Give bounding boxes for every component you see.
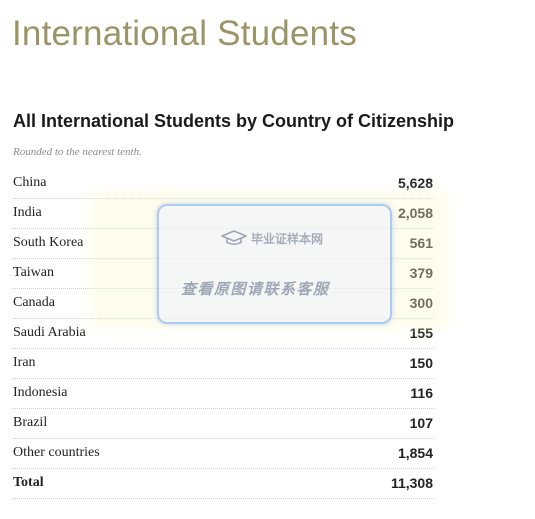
- watermark-overlay: 毕业证样本网 查看原图请联系客服: [157, 204, 392, 324]
- country-name: South Korea: [13, 235, 84, 250]
- country-name: Saudi Arabia: [13, 325, 86, 340]
- country-name: Other countries: [13, 445, 100, 460]
- table-row: Iran 150: [13, 349, 434, 379]
- watermark-brand: 毕业证样本网: [251, 232, 324, 246]
- table-row: Indonesia 116: [13, 379, 434, 409]
- total-count: 11,308: [390, 475, 433, 491]
- table-row: Brazil 107: [13, 409, 434, 439]
- student-count: 116: [410, 385, 433, 401]
- table-row: China 5,628: [13, 169, 434, 199]
- country-name: Indonesia: [13, 385, 68, 400]
- country-name: Canada: [13, 295, 55, 310]
- rounding-note: Rounded to the nearest tenth.: [13, 146, 142, 158]
- country-name: Brazil: [13, 415, 48, 430]
- total-label: Total: [13, 475, 44, 490]
- country-name: India: [13, 205, 42, 220]
- country-name: China: [13, 175, 47, 190]
- student-count: 1,854: [397, 445, 433, 461]
- student-count: 379: [409, 265, 433, 281]
- page-title: International Students: [12, 14, 357, 53]
- graduation-cap-icon: [219, 230, 249, 246]
- student-count: 107: [409, 415, 433, 431]
- watermark-text: 查看原图请联系客服: [181, 280, 330, 298]
- table-row: Other countries 1,854: [13, 439, 434, 469]
- section-heading: All International Students by Country of…: [13, 111, 455, 131]
- country-name: Iran: [13, 355, 36, 370]
- table-row: Saudi Arabia 155: [13, 319, 434, 349]
- student-count: 561: [409, 235, 433, 251]
- student-count: 5,628: [397, 175, 433, 191]
- country-name: Taiwan: [13, 265, 55, 280]
- student-count: 300: [409, 295, 433, 311]
- student-count: 155: [409, 325, 433, 341]
- student-count: 150: [409, 355, 433, 371]
- student-count: 2,058: [397, 205, 433, 221]
- total-row: Total 11,308: [13, 469, 434, 499]
